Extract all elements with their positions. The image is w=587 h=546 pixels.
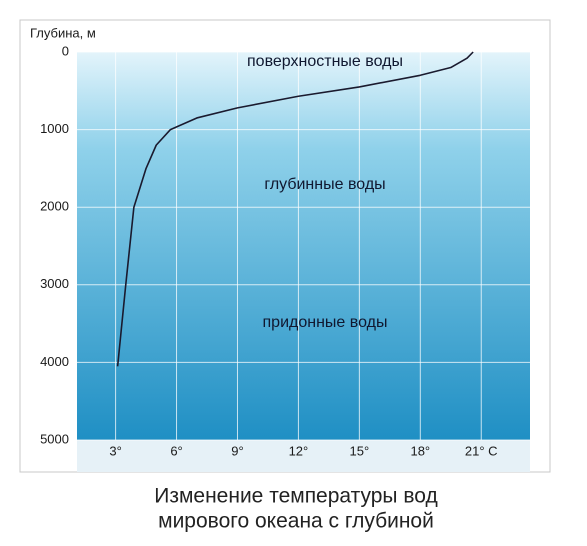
- y-tick-label: 5000: [40, 431, 69, 446]
- x-tick-label: 6°: [170, 443, 182, 458]
- y-tick-label: 0: [62, 43, 69, 58]
- x-tick-label: 9°: [231, 443, 243, 458]
- zone-label: придонные воды: [263, 314, 388, 331]
- y-tick-label: 3000: [40, 276, 69, 291]
- x-tick-label: 18°: [410, 443, 430, 458]
- x-axis-band: [77, 440, 530, 472]
- plot-area: [77, 52, 530, 440]
- line-series: [116, 51, 474, 367]
- y-tick-label: 4000: [40, 354, 69, 369]
- x-tick-label: 3°: [109, 443, 121, 458]
- zone-label: поверхностные воды: [247, 53, 403, 70]
- y-tick-label: 1000: [40, 121, 69, 136]
- y-tick-label: 2000: [40, 199, 69, 214]
- x-tick-label: 12°: [289, 443, 309, 458]
- chart-title: Изменение температуры вод: [154, 485, 438, 508]
- x-tick-label: 21° C: [465, 443, 498, 458]
- zone-label: глубинные воды: [264, 176, 385, 193]
- y-axis-label: Глубина, м: [30, 25, 96, 40]
- x-tick-label: 15°: [350, 443, 370, 458]
- chart-title: мирового океана с глубиной: [158, 510, 434, 533]
